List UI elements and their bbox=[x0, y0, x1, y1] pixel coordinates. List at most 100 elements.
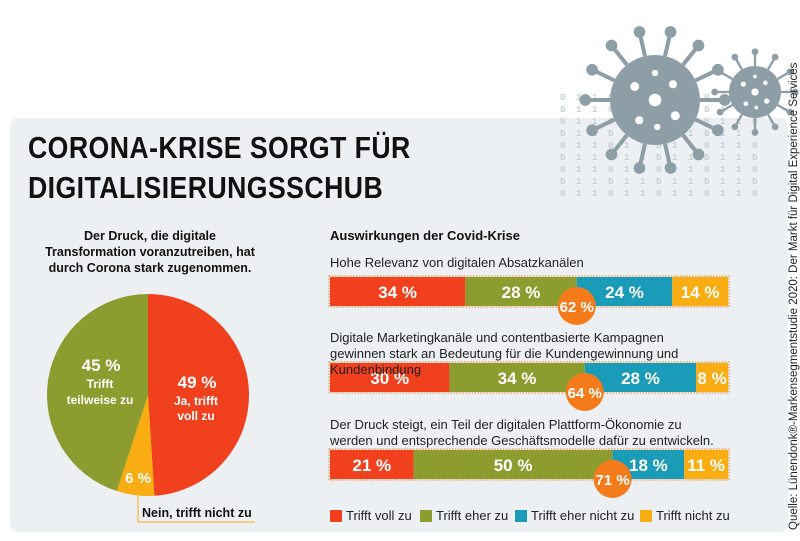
legend-label: Trifft eher zu bbox=[436, 508, 509, 523]
svg-text:1: 1 bbox=[720, 153, 725, 163]
svg-text:1: 1 bbox=[592, 117, 597, 127]
svg-text:0: 0 bbox=[560, 177, 565, 187]
svg-text:1: 1 bbox=[672, 177, 677, 187]
bar-value-label: 28 % bbox=[621, 369, 660, 388]
legend-label: Trifft nicht zu bbox=[656, 508, 730, 523]
svg-text:1: 1 bbox=[576, 141, 581, 151]
bar-value-label: 28 % bbox=[502, 283, 541, 302]
svg-text:0: 0 bbox=[704, 153, 709, 163]
pie-title: Der Druck, die digitale Transformation v… bbox=[45, 229, 255, 275]
svg-text:1: 1 bbox=[592, 153, 597, 163]
bar-value-label: 34 % bbox=[378, 283, 417, 302]
svg-text:1: 1 bbox=[720, 117, 725, 127]
bar-segment bbox=[413, 450, 613, 479]
pie-category-label: Ja, trifft bbox=[174, 394, 218, 408]
svg-text:1: 1 bbox=[576, 189, 581, 199]
svg-text:1: 1 bbox=[624, 177, 629, 187]
svg-text:1: 1 bbox=[640, 177, 645, 187]
pie-slice bbox=[116, 395, 155, 496]
svg-text:1: 1 bbox=[624, 141, 629, 151]
svg-text:1: 1 bbox=[592, 189, 597, 199]
total-badge-label: 71 % bbox=[595, 472, 629, 489]
svg-text:1: 1 bbox=[672, 141, 677, 151]
bar-value-label: 11 % bbox=[687, 456, 725, 475]
svg-text:1: 1 bbox=[736, 189, 741, 199]
svg-text:0: 0 bbox=[560, 129, 565, 139]
svg-text:0: 0 bbox=[560, 117, 565, 127]
svg-text:1: 1 bbox=[576, 105, 581, 115]
svg-text:0: 0 bbox=[704, 105, 709, 115]
bar-value-label: 24 % bbox=[605, 283, 644, 302]
pie-slice bbox=[47, 294, 149, 492]
legend-label: Trifft eher nicht zu bbox=[531, 508, 635, 523]
svg-text:0: 0 bbox=[608, 141, 613, 151]
legend-label: Trifft voll zu bbox=[346, 508, 412, 523]
bar-value-label: 18 % bbox=[629, 456, 668, 475]
svg-text:0: 0 bbox=[608, 165, 613, 175]
bar-segment bbox=[449, 363, 585, 392]
pie-category-label: voll zu bbox=[177, 409, 214, 423]
svg-text:0: 0 bbox=[560, 153, 565, 163]
svg-text:1: 1 bbox=[720, 129, 725, 139]
legend-swatch bbox=[330, 509, 342, 522]
svg-text:1: 1 bbox=[672, 153, 677, 163]
svg-text:0: 0 bbox=[704, 129, 709, 139]
svg-text:1: 1 bbox=[688, 153, 693, 163]
bar-category-label: Digitale Marketingkanäle und contentbasi… bbox=[330, 330, 679, 377]
bar-value-label: 8 % bbox=[697, 369, 726, 388]
svg-text:1: 1 bbox=[576, 165, 581, 175]
bar-segment bbox=[684, 450, 728, 479]
pie-category-label: Nein, trifft nicht zu bbox=[142, 506, 252, 520]
svg-text:1: 1 bbox=[720, 189, 725, 199]
svg-text:1: 1 bbox=[576, 177, 581, 187]
svg-text:0: 0 bbox=[608, 129, 613, 139]
svg-text:0: 0 bbox=[656, 189, 661, 199]
legend-swatch bbox=[420, 509, 432, 522]
svg-text:0: 0 bbox=[752, 165, 757, 175]
bar-outline bbox=[328, 448, 730, 481]
svg-text:1: 1 bbox=[592, 141, 597, 151]
bar-value-label: 50 % bbox=[494, 456, 533, 475]
total-badge-label: 62 % bbox=[560, 299, 594, 316]
bar-category-label: Hohe Relevanz von digitalen Absatzkanäle… bbox=[330, 255, 584, 270]
svg-text:0: 0 bbox=[656, 141, 661, 151]
svg-text:1: 1 bbox=[736, 153, 741, 163]
svg-text:1: 1 bbox=[624, 189, 629, 199]
svg-text:0: 0 bbox=[608, 189, 613, 199]
bar-outline bbox=[328, 361, 730, 394]
legend-item: Trifft nicht zu bbox=[640, 508, 730, 523]
total-badge bbox=[565, 373, 604, 411]
bar-chart-title: Auswirkungen der Covid-Krise bbox=[330, 228, 520, 243]
bar-category-label: Der Druck steigt, ein Teil der digitalen… bbox=[330, 417, 714, 448]
svg-text:1: 1 bbox=[688, 189, 693, 199]
svg-text:0: 0 bbox=[608, 105, 613, 115]
svg-text:1: 1 bbox=[592, 105, 597, 115]
svg-text:0: 0 bbox=[560, 141, 565, 151]
svg-text:1: 1 bbox=[720, 141, 725, 151]
svg-text:1: 1 bbox=[672, 189, 677, 199]
svg-text:0: 0 bbox=[608, 177, 613, 187]
legend-item: Trifft voll zu bbox=[330, 508, 412, 523]
svg-text:0: 0 bbox=[656, 177, 661, 187]
pie-slice bbox=[148, 294, 249, 496]
svg-text:1: 1 bbox=[736, 165, 741, 175]
svg-text:1: 1 bbox=[576, 153, 581, 163]
pie-leader-line bbox=[137, 491, 255, 523]
svg-text:0: 0 bbox=[704, 117, 709, 127]
svg-text:0: 0 bbox=[560, 105, 565, 115]
source-note: Quelle: Lünendonk®-Markensegmentstudie 2… bbox=[788, 62, 800, 530]
svg-text:0: 0 bbox=[752, 141, 757, 151]
virus-small-icon bbox=[711, 48, 799, 136]
bar-value-label: 30 % bbox=[370, 369, 409, 388]
svg-text:1: 1 bbox=[576, 93, 581, 103]
pie-value-label: 45 % bbox=[82, 356, 121, 375]
pie-value-label: 6 % bbox=[125, 470, 151, 487]
total-badge bbox=[593, 460, 632, 498]
bar-outline bbox=[328, 275, 730, 308]
bar-segment bbox=[330, 450, 414, 479]
bar-segment bbox=[584, 363, 697, 392]
bar-value-label: 14 % bbox=[681, 283, 720, 302]
bar-value-label: 34 % bbox=[498, 369, 537, 388]
svg-text:0: 0 bbox=[560, 189, 565, 199]
bar-segment bbox=[465, 277, 577, 306]
